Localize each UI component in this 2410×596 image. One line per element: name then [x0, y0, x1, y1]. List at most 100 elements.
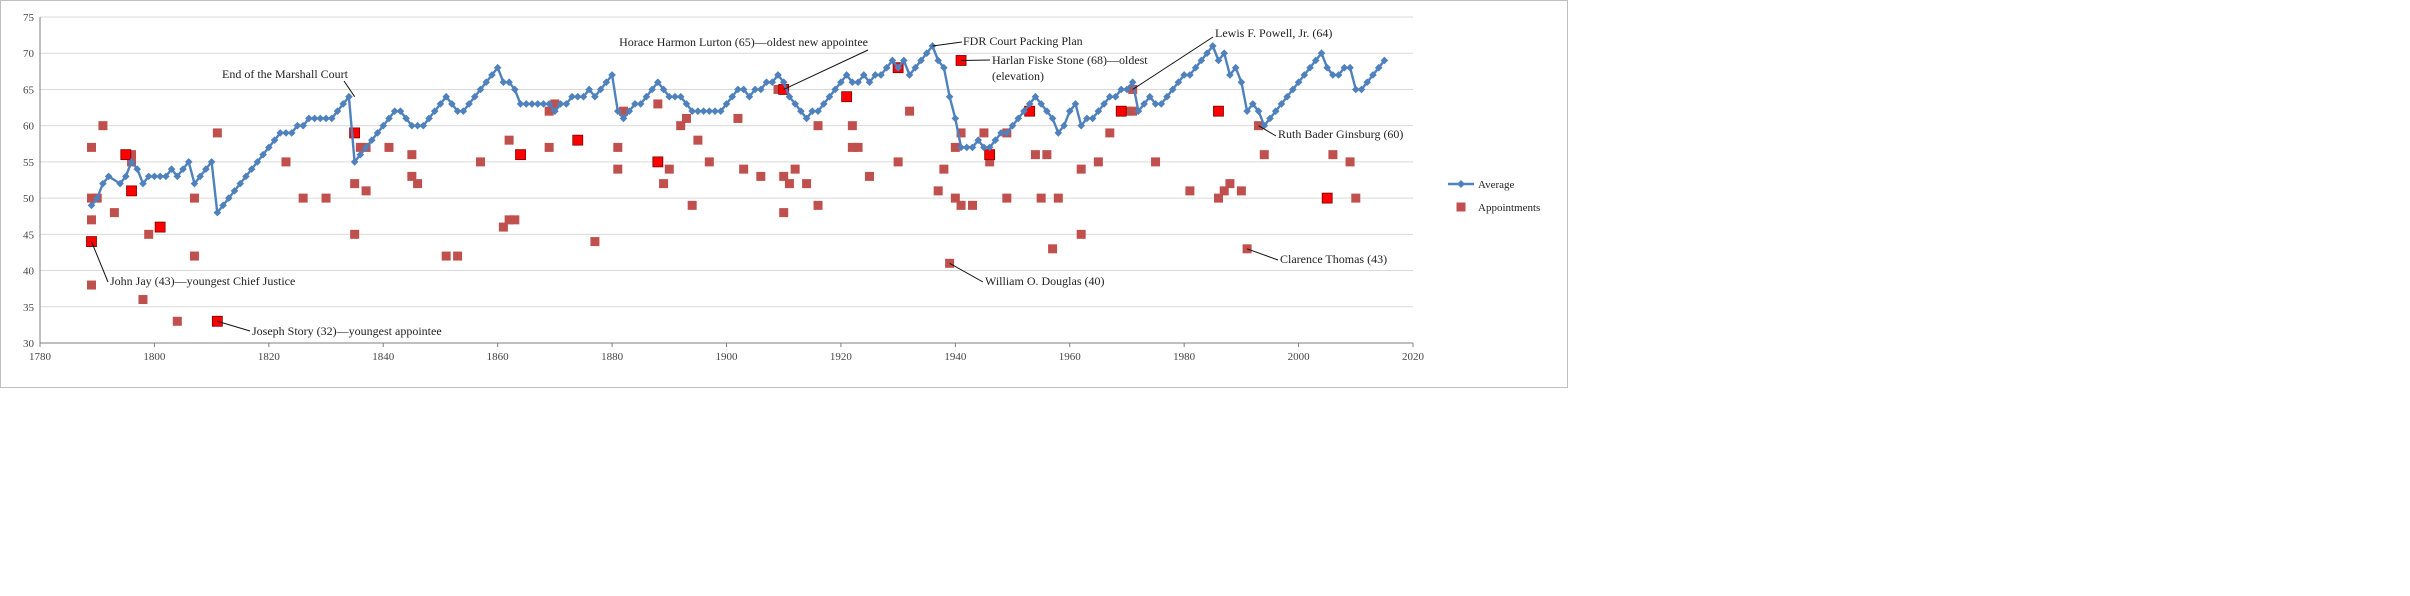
average-point [1237, 78, 1246, 86]
highlight-point [572, 134, 584, 146]
average-point [745, 92, 754, 101]
average-point [568, 92, 576, 101]
average-point [636, 100, 645, 108]
average-point [305, 114, 313, 123]
average-point [985, 143, 994, 152]
average-point [779, 78, 788, 86]
average-point [1351, 85, 1360, 94]
appointment-point [212, 128, 222, 138]
average-point [785, 92, 794, 101]
average-point [814, 107, 822, 115]
average-point [854, 78, 862, 86]
average-point [459, 107, 468, 115]
x-tick-label: 1800 [143, 351, 166, 363]
average-point [1208, 42, 1217, 50]
average-point [259, 150, 267, 159]
average-point [299, 121, 307, 130]
appointment-point [847, 121, 857, 131]
average-point [230, 187, 239, 195]
legend-average-label: Average [1478, 179, 1515, 191]
average-point [1151, 100, 1160, 108]
highlight-point [652, 156, 664, 168]
average-point [116, 179, 124, 188]
legend-appointments-label: Appointments [1478, 202, 1540, 214]
appointment-point [590, 237, 600, 247]
appointment-point [733, 113, 743, 123]
highlight-point [841, 91, 853, 103]
average-point [242, 172, 250, 181]
average-point [265, 143, 273, 152]
average-point [654, 78, 662, 86]
average-point [694, 107, 702, 115]
average-point [997, 129, 1005, 137]
y-tick-label: 45 [23, 229, 35, 241]
average-point [934, 56, 942, 65]
x-tick-label: 1980 [1173, 351, 1196, 363]
average-point [974, 136, 983, 144]
average-point [1140, 100, 1148, 108]
average-point [728, 92, 737, 101]
appointment-point [1093, 157, 1103, 167]
appointment-point [544, 106, 554, 116]
average-point [139, 179, 147, 188]
average-point [453, 107, 462, 115]
average-point [619, 114, 628, 123]
appointment-point [407, 171, 417, 181]
average-point [905, 71, 914, 79]
average-point [762, 78, 771, 86]
average-point [659, 85, 668, 94]
average-point [825, 92, 834, 101]
annotation-label: Horace Harmon Lurton (65)—oldest new app… [619, 35, 868, 49]
y-tick-label: 70 [23, 48, 35, 60]
x-tick-label: 1960 [1059, 351, 1082, 363]
average-point [642, 92, 651, 101]
average-point [253, 158, 262, 166]
appointment-point [504, 215, 514, 225]
average-point [1048, 114, 1057, 123]
average-point [734, 85, 742, 94]
appointment-point [1105, 128, 1115, 138]
average-point [739, 85, 748, 94]
average-point [1266, 114, 1274, 123]
y-tick-label: 30 [23, 338, 35, 350]
appointment-point [498, 222, 508, 232]
annotation-leader-line [783, 49, 869, 90]
average-point [556, 100, 565, 108]
annotation-leader-line [1132, 36, 1214, 90]
average-point [940, 63, 948, 72]
average-point [327, 114, 336, 123]
average-point [236, 179, 245, 188]
average-point [127, 158, 136, 166]
average-point [922, 49, 931, 58]
average-point [533, 100, 542, 108]
average-point [499, 78, 508, 86]
average-point [173, 172, 182, 181]
average-point [442, 92, 450, 101]
average-point [1346, 63, 1354, 72]
average-point [1340, 63, 1349, 72]
average-point [625, 107, 634, 115]
average-point [957, 143, 965, 152]
appointment-point [813, 200, 823, 210]
appointment-point [676, 121, 686, 131]
average-point [991, 136, 1000, 144]
appointment-point [1351, 193, 1361, 203]
average-point [797, 107, 805, 115]
average-point [476, 85, 485, 94]
average-point [865, 78, 874, 86]
average-point [1271, 107, 1280, 115]
average-point [608, 71, 616, 79]
average-point [368, 136, 376, 144]
appointment-point [756, 171, 766, 181]
appointment-point [86, 142, 96, 152]
average-point [1043, 107, 1051, 115]
average-point [1168, 85, 1177, 94]
appointment-point [550, 99, 560, 109]
average-point [860, 71, 868, 79]
average-point [493, 63, 502, 72]
average-point [951, 114, 960, 123]
x-tick-label: 1780 [29, 351, 52, 363]
average-point [1117, 85, 1126, 94]
average-point [1111, 92, 1120, 101]
appointment-point [933, 186, 943, 196]
